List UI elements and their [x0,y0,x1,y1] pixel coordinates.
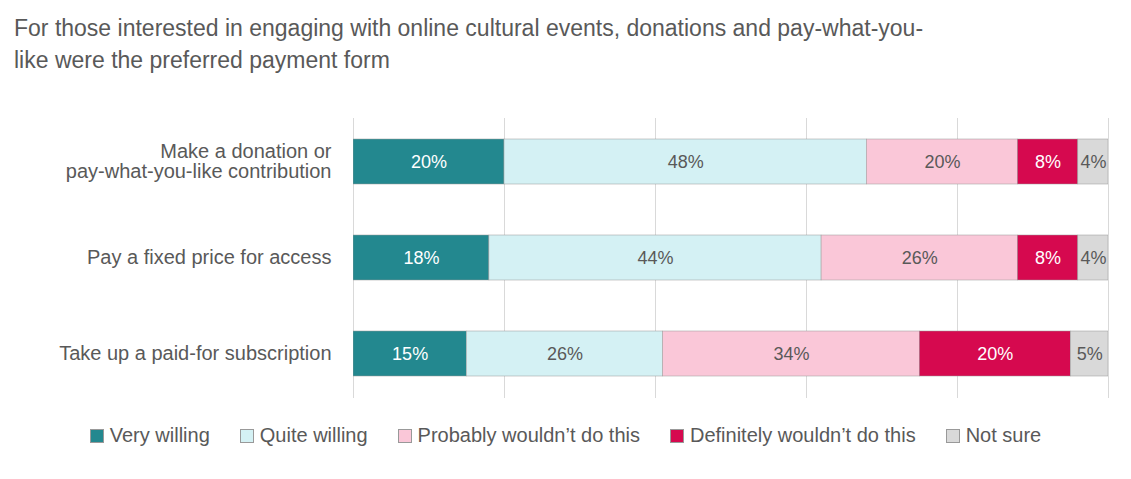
svg-text:5%: 5% [1077,344,1103,364]
svg-text:4%: 4% [1080,248,1106,268]
svg-text:Pay a fixed price for access: Pay a fixed price for access [87,246,332,268]
html-text:Probably wouldn’t do this: Probably wouldn’t do this [417,424,640,446]
svg-text:20%: 20% [411,152,447,172]
svg-text:34%: 34% [773,344,809,364]
html-text:Not sure: Not sure [965,424,1042,446]
svg-text:Take up a paid-for subscriptio: Take up a paid-for subscription [59,342,331,364]
svg-text:18%: 18% [403,248,439,268]
svg-text:26%: 26% [547,344,583,364]
html-text:Very willing: Very willing [109,424,210,446]
svg-text:Make a donation orpay-what-you: Make a donation orpay-what-you-like cont… [66,140,332,182]
svg-text:44%: 44% [637,248,673,268]
svg-text:20%: 20% [977,344,1013,364]
svg-text:8%: 8% [1035,152,1061,172]
svg-text:26%: 26% [902,248,938,268]
svg-text:8%: 8% [1035,248,1061,268]
svg-text:15%: 15% [392,344,428,364]
html-text:For those interested in engagi: For those interested in engaging with on… [14,15,924,73]
html-text:Definitely wouldn’t do this: Definitely wouldn’t do this [690,424,916,446]
svg-text:48%: 48% [668,152,704,172]
svg-text:20%: 20% [924,152,960,172]
html-text:Quite willing: Quite willing [259,424,368,446]
svg-text:4%: 4% [1080,152,1106,172]
